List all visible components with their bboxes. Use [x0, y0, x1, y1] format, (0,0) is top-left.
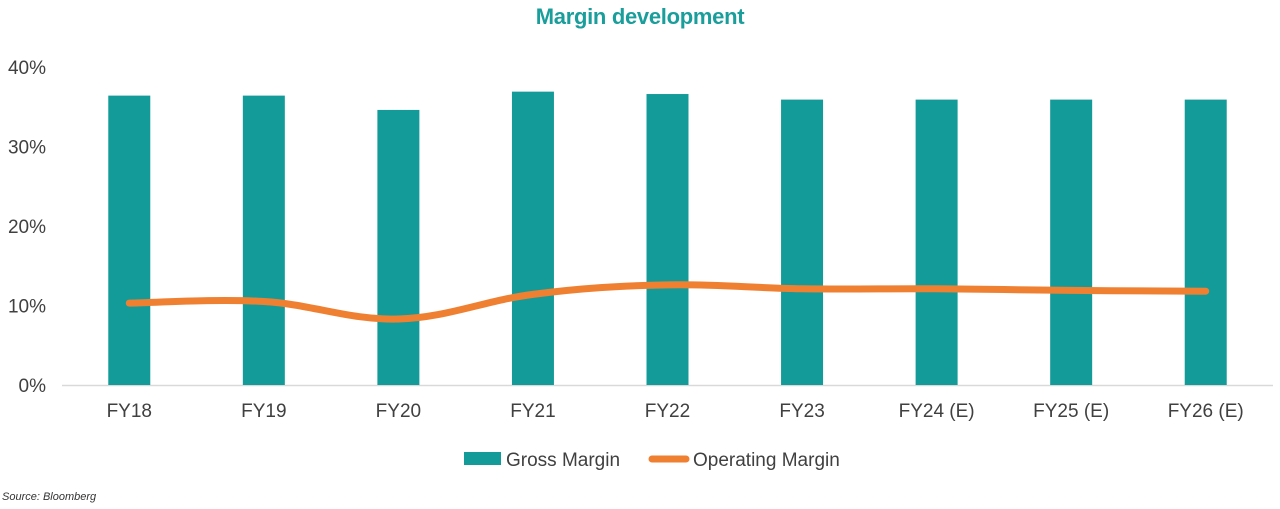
bar-gross-margin [915, 99, 958, 385]
x-axis-labels: FY18 FY19 FY20 FY21 FY22 FY23 FY24 (E) FY25 (E)… [107, 401, 1244, 422]
x-tick-label: FY20 [376, 401, 421, 422]
y-tick-label: 20% [8, 217, 46, 238]
bar-gross-margin [1184, 99, 1227, 385]
bar-gross-margin [646, 94, 689, 385]
bar-gross-margin [242, 95, 285, 386]
bars-group [108, 91, 1227, 386]
y-tick-label: 10% [8, 297, 46, 318]
bar-gross-margin [511, 91, 554, 386]
legend-label-operating-margin: Operating Margin [693, 450, 840, 471]
x-tick-label: FY21 [510, 401, 555, 422]
x-tick-label: FY25 (E) [1033, 401, 1109, 422]
legend-label-gross-margin: Gross Margin [506, 450, 620, 471]
x-tick-label: FY23 [779, 401, 824, 422]
legend: Gross Margin Operating Margin [464, 450, 840, 471]
bar-gross-margin [781, 99, 824, 385]
y-axis-labels: 0% 10% 20% 30% 40% [8, 58, 46, 397]
y-tick-label: 0% [19, 376, 47, 397]
chart-title: Margin development [535, 4, 745, 29]
line-series-group [125, 281, 1210, 323]
x-tick-label: FY26 (E) [1168, 401, 1244, 422]
y-tick-label: 40% [8, 58, 46, 79]
legend-swatch-gross-margin [464, 452, 501, 465]
source-note: Source: Bloomberg [2, 491, 97, 503]
x-tick-label: FY19 [241, 401, 286, 422]
x-tick-label: FY22 [645, 401, 690, 422]
x-tick-label: FY18 [107, 401, 152, 422]
bar-gross-margin [1050, 99, 1093, 385]
x-tick-label: FY24 (E) [899, 401, 975, 422]
bar-gross-margin [377, 109, 420, 386]
y-tick-label: 30% [8, 138, 46, 159]
bar-gross-margin [108, 95, 151, 386]
